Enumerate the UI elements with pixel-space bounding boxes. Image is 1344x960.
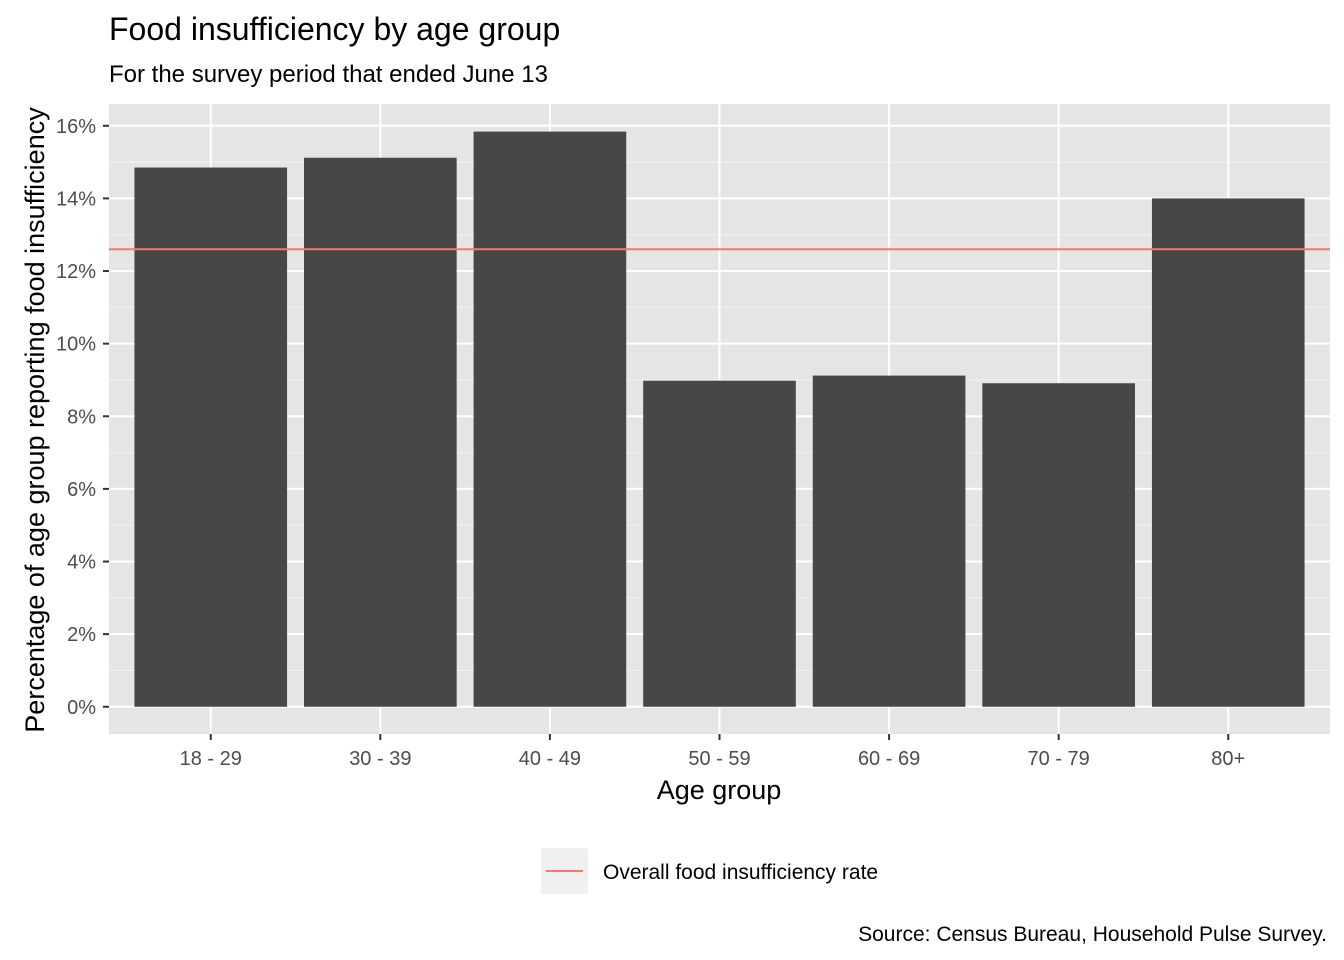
y-tick-label: 0% — [67, 697, 96, 719]
x-tick-label: 18 - 29 — [180, 748, 242, 770]
x-axis: 18 - 29 30 - 39 40 - 49 50 - 59 60 - 69 70 - … — [180, 734, 1245, 770]
x-tick-label: 30 - 39 — [349, 748, 411, 770]
x-tick-label: 70 - 79 — [1028, 748, 1090, 770]
y-tick-label: 4% — [67, 552, 96, 574]
y-tick-label: 14% — [56, 188, 96, 210]
y-axis: 0% 2% 4% 6% 8% 10% 12% 14% 16% — [56, 116, 109, 719]
y-tick-label: 6% — [67, 479, 96, 501]
bar — [1151, 198, 1305, 707]
legend: Overall food insufficiency rate — [541, 848, 878, 894]
y-tick-label: 16% — [56, 116, 96, 138]
bar — [473, 131, 627, 707]
x-tick-label: 40 - 49 — [519, 748, 581, 770]
y-tick-label: 10% — [56, 334, 96, 356]
x-axis-title: Age group — [657, 775, 782, 805]
chart-title: Food insufficiency by age group — [109, 11, 560, 47]
y-tick-label: 2% — [67, 624, 96, 646]
source-caption: Source: Census Bureau, Household Pulse S… — [858, 923, 1327, 946]
chart-subtitle: For the survey period that ended June 13 — [109, 61, 548, 88]
x-tick-label: 50 - 59 — [688, 748, 750, 770]
bar — [812, 375, 966, 707]
bar — [643, 380, 796, 707]
bar — [982, 383, 1135, 707]
bar — [304, 157, 457, 707]
x-tick-label: 60 - 69 — [858, 748, 920, 770]
x-tick-label: 80+ — [1211, 748, 1245, 770]
y-tick-label: 8% — [67, 406, 96, 428]
y-axis-title: Percentage of age group reporting food i… — [20, 107, 50, 733]
bar — [134, 167, 288, 707]
y-tick-label: 12% — [56, 261, 96, 283]
legend-label: Overall food insufficiency rate — [603, 861, 878, 884]
